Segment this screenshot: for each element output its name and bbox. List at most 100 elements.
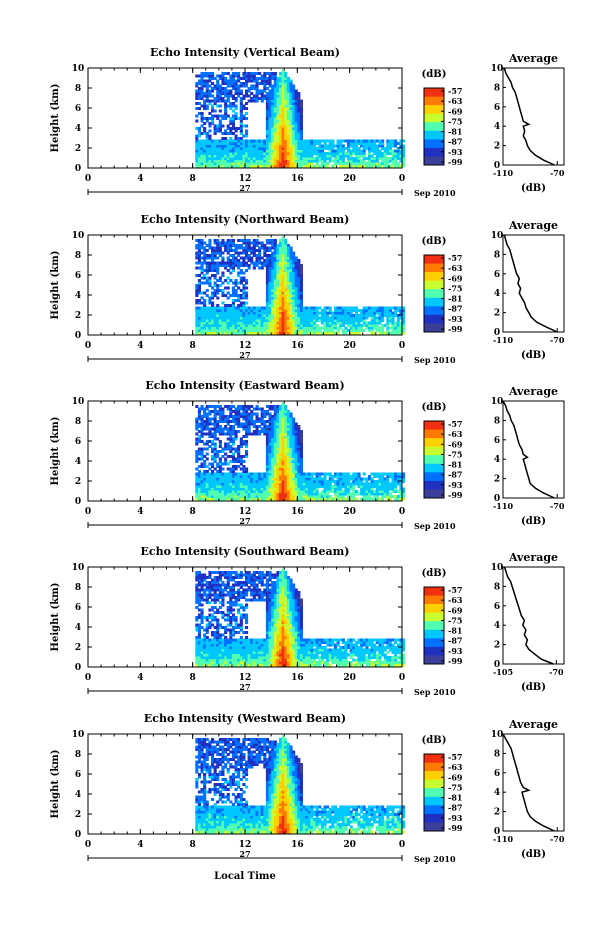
heatmap-cell	[258, 149, 262, 153]
heatmap-cell	[218, 492, 222, 496]
heatmap-cell	[299, 119, 303, 123]
heatmap-cell	[218, 314, 222, 317]
heatmap-cell	[237, 445, 241, 448]
heatmap-cell	[273, 137, 277, 140]
heatmap-cell	[229, 487, 233, 491]
x-tick-label: 0	[85, 174, 91, 184]
heatmap-cell	[231, 427, 235, 431]
heatmap-cell	[305, 480, 309, 483]
heatmap-cell	[221, 164, 225, 168]
heatmap-cell	[286, 321, 290, 325]
heatmap-cell	[218, 316, 222, 320]
heatmap-cell	[245, 144, 249, 148]
heatmap-cell	[213, 485, 217, 488]
heatmap-cell	[237, 304, 241, 307]
heatmap-cell	[224, 102, 228, 105]
heatmap-cell	[318, 485, 322, 488]
heatmap-cell	[281, 286, 285, 290]
heatmap-cell	[318, 142, 322, 145]
heatmap-cell	[362, 490, 366, 493]
heatmap-cell	[289, 331, 293, 335]
heatmap-cell	[213, 139, 217, 143]
heatmap-cell	[197, 450, 201, 453]
heatmap-cell	[284, 460, 288, 463]
heatmap-cell	[289, 97, 293, 100]
heatmap-cell	[205, 326, 209, 330]
heatmap-cell	[216, 410, 220, 413]
heatmap-cell	[276, 144, 280, 148]
heatmap-cell	[268, 324, 272, 327]
heatmap-cell	[310, 142, 314, 145]
heatmap-cell	[273, 477, 277, 481]
heatmap-cell	[265, 102, 269, 105]
heatmap-cell	[276, 124, 280, 128]
heatmap-cell	[286, 132, 290, 135]
heatmap-cell	[297, 331, 301, 335]
heatmap-cell	[216, 92, 220, 95]
heatmap-cell	[245, 314, 249, 317]
heatmap-cell	[205, 497, 209, 501]
heatmap-cell	[297, 487, 301, 491]
heatmap-cell	[339, 321, 343, 325]
heatmap-cell	[242, 467, 246, 471]
heatmap-cell	[231, 74, 235, 78]
x-tick-label: 20	[343, 174, 356, 184]
heatmap-cell	[399, 324, 403, 327]
heatmap-cell	[365, 326, 369, 330]
heatmap-cell	[245, 249, 249, 252]
heatmap-cell	[360, 316, 364, 320]
heatmap-cell	[310, 475, 314, 478]
heatmap-cell	[245, 74, 249, 78]
heatmap-cell	[211, 331, 215, 335]
heatmap-cell	[373, 490, 377, 493]
heatmap-cell	[292, 314, 296, 317]
heatmap-cell	[373, 309, 377, 312]
heatmap-cell	[234, 457, 238, 461]
heatmap-cell	[284, 149, 288, 153]
heatmap-cell	[239, 487, 243, 491]
heatmap-cell	[247, 311, 251, 315]
heatmap-cell	[255, 77, 259, 80]
heatmap-cell	[313, 324, 317, 327]
heatmap-cell	[273, 132, 277, 135]
heatmap-cell	[286, 244, 290, 247]
heatmap-cell	[320, 309, 324, 312]
heatmap-cell	[310, 490, 314, 493]
heatmap-cell	[195, 425, 199, 428]
heatmap-cell	[289, 284, 293, 287]
heatmap-cell	[292, 316, 296, 320]
heatmap-cell	[197, 284, 201, 287]
heatmap-cell	[279, 261, 283, 265]
heatmap-cell	[318, 492, 322, 496]
heatmap-cell	[203, 425, 207, 428]
heatmap-cell	[195, 244, 199, 247]
heatmap-cell	[218, 254, 222, 257]
heatmap-cell	[297, 442, 301, 446]
heatmap-cell	[268, 79, 272, 83]
heatmap-cell	[313, 331, 317, 335]
heatmap-cell	[197, 329, 201, 332]
heatmap-cell	[273, 495, 277, 498]
heatmap-cell	[205, 149, 209, 153]
heatmap-cell	[221, 281, 225, 285]
heatmap-cell	[318, 329, 322, 332]
heatmap-cell	[302, 475, 306, 478]
heatmap-cell	[310, 487, 314, 491]
heatmap-cell	[208, 154, 212, 158]
heatmap-cell	[294, 450, 298, 453]
heatmap-cell	[357, 154, 361, 158]
heatmap-cell	[357, 321, 361, 325]
heatmap-cell	[245, 422, 249, 426]
heatmap-cell	[334, 492, 338, 496]
heatmap-cell	[205, 480, 209, 483]
heatmap-cell	[302, 142, 306, 145]
heatmap-cell	[294, 455, 298, 458]
heatmap-cell	[315, 482, 319, 486]
heatmap-cell	[271, 144, 275, 148]
heatmap-cell	[289, 289, 293, 292]
heatmap-cell	[289, 266, 293, 270]
heatmap-cell	[234, 417, 238, 421]
heatmap-cell	[328, 142, 332, 145]
heatmap-cell	[195, 139, 199, 143]
heatmap-cell	[200, 324, 204, 327]
